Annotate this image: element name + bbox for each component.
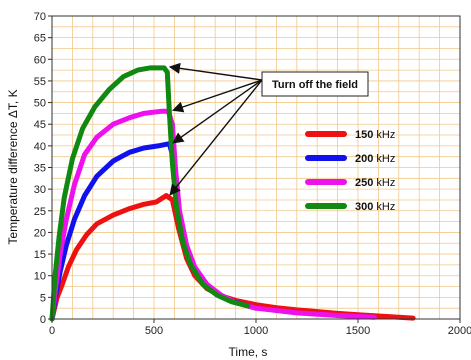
y-tick-label: 20 bbox=[34, 227, 46, 239]
x-tick-label: 2000 bbox=[448, 325, 471, 337]
x-tick-label: 500 bbox=[145, 325, 163, 337]
x-axis-label: Time, s bbox=[229, 345, 268, 359]
y-tick-label: 25 bbox=[34, 206, 46, 218]
legend-label-300-khz: 300 kHz bbox=[355, 201, 395, 213]
legend-label-150-khz: 150 kHz bbox=[355, 129, 395, 141]
y-tick-label: 60 bbox=[34, 54, 46, 66]
y-tick-label: 10 bbox=[34, 271, 46, 283]
annotation-arrow bbox=[169, 79, 263, 196]
legend-label-200-khz: 200 kHz bbox=[355, 153, 395, 165]
annotation: Turn off the field bbox=[168, 62, 369, 196]
legend-label-250-khz: 250 kHz bbox=[355, 177, 395, 189]
series-line-300-khz bbox=[49, 65, 251, 322]
y-tick-label: 50 bbox=[34, 98, 46, 110]
annotation-arrows bbox=[168, 62, 263, 196]
x-tick-label: 0 bbox=[49, 325, 55, 337]
y-tick-label: 5 bbox=[40, 292, 46, 304]
y-tick-label: 15 bbox=[34, 249, 46, 261]
y-tick-label: 45 bbox=[34, 119, 46, 131]
grid bbox=[52, 16, 460, 319]
y-tick-label: 30 bbox=[34, 184, 46, 196]
y-tick-label: 40 bbox=[34, 141, 46, 153]
annotation-text: Turn off the field bbox=[272, 79, 358, 91]
y-ticks: 0 5 10 15 20 25 30 35 40 45 50 55 60 65 70 bbox=[34, 11, 52, 326]
y-tick-label: 70 bbox=[34, 11, 46, 23]
annotation-arrow bbox=[168, 62, 263, 81]
annotation-box bbox=[261, 71, 369, 97]
annotation-arrow bbox=[172, 79, 263, 144]
series-group bbox=[49, 65, 416, 322]
x-tick-label: 1500 bbox=[346, 325, 370, 337]
y-tick-label: 65 bbox=[34, 33, 46, 45]
x-tick-label: 1000 bbox=[244, 325, 268, 337]
y-tick-label: 55 bbox=[34, 76, 46, 88]
x-ticks: 0 500 1000 1500 2000 bbox=[49, 319, 471, 337]
y-tick-label: 35 bbox=[34, 163, 46, 175]
y-axis-label: Temperature difference ΔT, K bbox=[6, 89, 20, 244]
annotation-arrow bbox=[171, 79, 263, 113]
y-tick-label: 0 bbox=[40, 314, 46, 326]
legend: 150 kHz 200 kHz 250 kHz 300 kHz bbox=[305, 129, 395, 213]
